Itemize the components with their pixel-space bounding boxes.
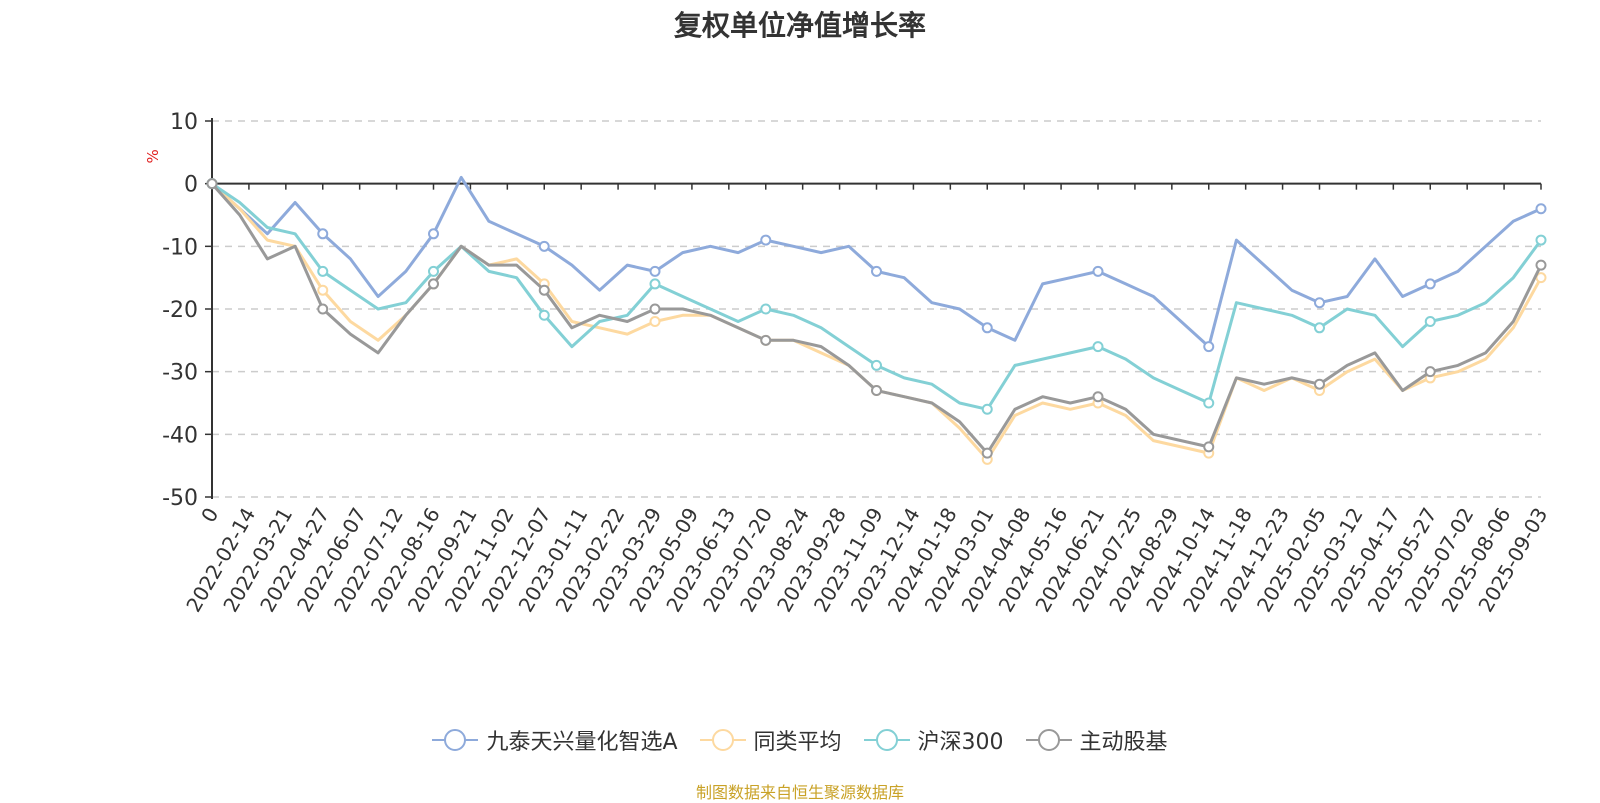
legend-swatch bbox=[863, 728, 910, 752]
y-tick-label: -40 bbox=[162, 423, 198, 448]
legend-label: 沪深300 bbox=[917, 730, 1004, 755]
grid-lines bbox=[212, 120, 1541, 498]
series-point bbox=[1535, 203, 1547, 215]
series-point bbox=[1314, 297, 1325, 309]
series-point bbox=[871, 265, 882, 277]
series-point bbox=[1314, 322, 1325, 334]
series-point bbox=[871, 359, 882, 371]
series-point bbox=[981, 403, 993, 415]
series-point bbox=[317, 284, 329, 296]
legend-label: 同类平均 bbox=[753, 730, 842, 755]
legend: 九泰天兴量化智选A 同类平均 沪深300 主动股基 bbox=[0, 724, 1600, 756]
series-point bbox=[1092, 265, 1104, 277]
series-point bbox=[428, 278, 439, 290]
legend-swatch bbox=[1025, 728, 1072, 752]
series-point bbox=[1535, 272, 1547, 284]
axis-labels: 100-10-20-30-40-50%02022-02-142022-03-21… bbox=[144, 110, 1552, 616]
series-point bbox=[1424, 316, 1436, 328]
legend-label: 主动股基 bbox=[1079, 730, 1168, 755]
series-point bbox=[649, 316, 661, 328]
y-axis-label: % bbox=[144, 149, 162, 163]
source-note: 制图数据来自恒生聚源数据库 bbox=[695, 783, 904, 802]
y-tick-label: 10 bbox=[170, 110, 198, 135]
y-tick-label: -50 bbox=[162, 486, 198, 511]
series-point bbox=[1424, 366, 1436, 378]
series-point bbox=[871, 384, 882, 396]
series-point bbox=[538, 284, 550, 296]
series-group bbox=[206, 175, 1547, 465]
series-point bbox=[760, 303, 772, 315]
legend-label: 九泰天兴量化智选A bbox=[486, 730, 678, 755]
legend-swatch bbox=[432, 728, 479, 752]
series-point bbox=[981, 322, 993, 334]
series-point bbox=[760, 234, 772, 246]
series-point bbox=[649, 303, 661, 315]
x-tick-label: 0 bbox=[196, 504, 223, 527]
series-point bbox=[428, 228, 439, 240]
series-point bbox=[1424, 278, 1436, 290]
chart-title: 复权单位净值增长率 bbox=[673, 9, 926, 42]
series-line-0 bbox=[210, 175, 1542, 349]
legend-item[interactable]: 主动股基 bbox=[1025, 724, 1168, 756]
series-point bbox=[317, 265, 329, 277]
series-point bbox=[760, 334, 772, 346]
legend-swatch bbox=[699, 728, 746, 752]
series-point bbox=[1203, 441, 1215, 453]
series-point bbox=[538, 309, 550, 321]
series-point bbox=[649, 265, 661, 277]
y-tick-label: -20 bbox=[162, 298, 198, 323]
series-point bbox=[1535, 234, 1547, 246]
legend-item[interactable]: 沪深300 bbox=[863, 724, 1004, 756]
series-line-3 bbox=[210, 182, 1543, 455]
series-line-1 bbox=[210, 182, 1543, 461]
series-point bbox=[981, 447, 993, 459]
series-point bbox=[1203, 341, 1215, 353]
axes bbox=[205, 118, 1542, 499]
series-point bbox=[1535, 259, 1547, 271]
series-point bbox=[1203, 397, 1215, 409]
legend-item[interactable]: 同类平均 bbox=[699, 724, 842, 756]
series-point bbox=[317, 228, 329, 240]
series-point bbox=[317, 303, 329, 315]
y-tick-label: 0 bbox=[184, 173, 198, 198]
series-point bbox=[428, 265, 439, 277]
y-tick-label: -10 bbox=[162, 235, 198, 260]
series-point bbox=[1092, 341, 1104, 353]
series-point bbox=[206, 178, 218, 190]
series-point bbox=[1314, 378, 1325, 390]
series-point bbox=[538, 240, 550, 252]
series-point bbox=[1092, 391, 1104, 403]
series-point bbox=[649, 278, 661, 290]
legend-item[interactable]: 九泰天兴量化智选A bbox=[432, 724, 678, 756]
y-tick-label: -30 bbox=[162, 361, 198, 386]
